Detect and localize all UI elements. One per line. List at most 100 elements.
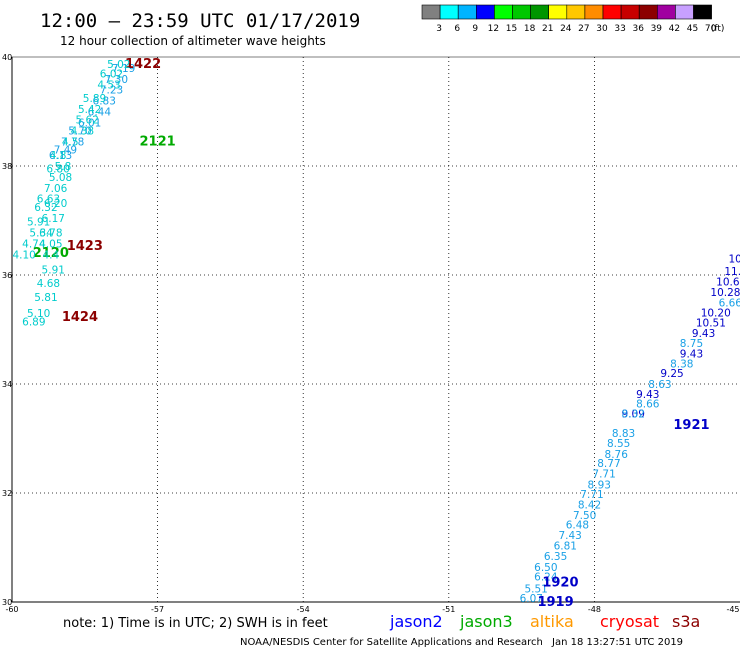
legend-swatch	[693, 4, 712, 20]
wave-height-label: 8.77	[597, 458, 620, 470]
wave-height-label: 8.38	[670, 358, 693, 370]
legend-label: 24	[560, 24, 572, 34]
legend-label: 18	[524, 24, 536, 34]
wave-height-label: 4.74	[22, 238, 46, 250]
wave-height-label: 6.66	[719, 297, 740, 309]
axis-ticks: -60 -57 -54 -51 -48 -45 30 32 34 36 38 40	[2, 53, 740, 614]
legend-swatch	[494, 4, 513, 20]
satellite-label-s3a: s3a	[672, 612, 700, 631]
pass-id-label: 2120	[33, 246, 69, 261]
wave-height-label: 6.07	[520, 593, 543, 605]
wave-height-label: 5.02	[107, 59, 130, 71]
wave-height-label: 4.5	[62, 136, 79, 148]
wave-height-label: 4.05	[39, 238, 62, 250]
wave-height-label: 8.42	[578, 499, 601, 511]
legend-swatch	[566, 4, 586, 20]
wave-height-label: 8.76	[605, 449, 629, 461]
wave-height-label: 6.44	[88, 107, 112, 119]
wave-height-label: 10	[728, 254, 740, 266]
legend-label: 33	[614, 24, 625, 34]
legend-label: 45	[687, 24, 698, 34]
legend-swatch	[602, 4, 622, 20]
wave-height-label: 7.49	[54, 145, 77, 157]
pass-id-label: 1919	[537, 595, 573, 610]
x-tick-label: -51	[442, 605, 455, 614]
legend-label: 3	[436, 24, 442, 34]
wave-height-label: 6.02	[100, 68, 123, 80]
wave-height-label: 4.8	[50, 150, 67, 162]
wave-height-label: 4.38	[71, 126, 94, 138]
legend-label: 42	[669, 24, 680, 34]
wave-height-label: 6.13	[49, 150, 72, 162]
legend-swatch	[512, 4, 531, 20]
wave-height-label: 5.81	[34, 292, 57, 304]
wave-height-label: 8.32	[622, 408, 645, 420]
legend-swatch	[548, 4, 568, 20]
wave-height-label: 4.10	[12, 249, 35, 261]
timestamp-text: Jan 18 13:27:51 UTC 2019	[551, 637, 683, 648]
legend-swatch	[475, 4, 495, 20]
wave-height-label: 6.78	[39, 227, 62, 239]
wave-height-label: 8.63	[648, 379, 671, 391]
wave-height-label: 9.43	[636, 389, 659, 401]
pass-id-label: 1424	[62, 310, 98, 325]
legend-swatch	[457, 4, 477, 20]
x-tick-label: -54	[297, 605, 310, 614]
y-tick-label: 38	[2, 162, 12, 171]
pass-id-label: 2121	[140, 134, 176, 149]
pass-id-label: 1422	[125, 57, 161, 72]
wave-height-label: 8.66	[636, 399, 660, 411]
satellite-label-jason3: jason3	[459, 612, 513, 631]
satellite-label-cryosat: cryosat	[600, 612, 659, 631]
wave-height-label: 6.63	[37, 194, 60, 206]
pass-id-label: 1920	[542, 575, 578, 590]
wave-height-label: 5.8	[55, 161, 72, 173]
x-tick-label: -48	[588, 605, 601, 614]
legend-swatch	[675, 4, 694, 20]
wave-height-label: 6.89	[22, 316, 45, 328]
legend-label: 30	[596, 24, 608, 34]
wave-height-label: 9.43	[680, 348, 703, 360]
wave-height-label: 6.48	[566, 520, 589, 532]
legend-swatch	[421, 4, 441, 20]
satellite-legend: jason2 jason3 altika cryosat s3a	[389, 612, 700, 631]
legend-unit: (ft)	[711, 24, 725, 34]
page-subtitle: 12 hour collection of altimeter wave hei…	[60, 34, 326, 48]
y-tick-label: 30	[2, 598, 12, 607]
wave-height-label: 6.32	[34, 202, 57, 214]
wave-height-label: 6.35	[544, 551, 567, 563]
legend-swatch	[439, 4, 459, 20]
wave-height-label: 8.93	[588, 479, 611, 491]
legend-swatch	[620, 4, 640, 20]
wave-height-label: 10.6	[716, 277, 740, 289]
x-tick-label: -57	[151, 605, 164, 614]
wave-height-label: 6.17	[42, 213, 65, 225]
pass-id-label: 1921	[673, 418, 709, 433]
wave-height-label: 5.89	[83, 93, 106, 105]
satellite-label-altika: altika	[530, 612, 574, 631]
satellite-label-jason2: jason2	[389, 612, 443, 631]
legend-label: 39	[651, 24, 663, 34]
legend-label: 27	[578, 24, 589, 34]
legend-label: 36	[632, 24, 644, 34]
y-tick-label: 36	[2, 271, 12, 280]
wave-height-label: 7.43	[558, 530, 581, 542]
wave-height-label: 6.24	[534, 571, 558, 583]
wave-height-label: 8.75	[680, 338, 703, 350]
wave-height-label: 5.62	[76, 115, 99, 127]
wave-height-labels: 1011.10.610.2810.2010.519.439.439.259.43…	[12, 57, 740, 610]
credit-text: NOAA/NESDIS Center for Satellite Applica…	[240, 637, 543, 648]
wave-height-label: 6.20	[44, 198, 67, 210]
y-tick-label: 40	[2, 53, 12, 62]
wave-height-label: 5.91	[42, 265, 65, 277]
wave-height-label: 5.42	[78, 104, 101, 116]
legend-label: 15	[506, 24, 517, 34]
wave-height-label: 9.09	[622, 408, 645, 420]
wave-height-label: 4.4	[42, 249, 59, 261]
wave-height-label: 8.55	[607, 438, 630, 450]
wave-height-label: 8.83	[612, 428, 635, 440]
wave-height-label: 6.01	[78, 117, 101, 129]
legend-swatch	[638, 4, 658, 20]
